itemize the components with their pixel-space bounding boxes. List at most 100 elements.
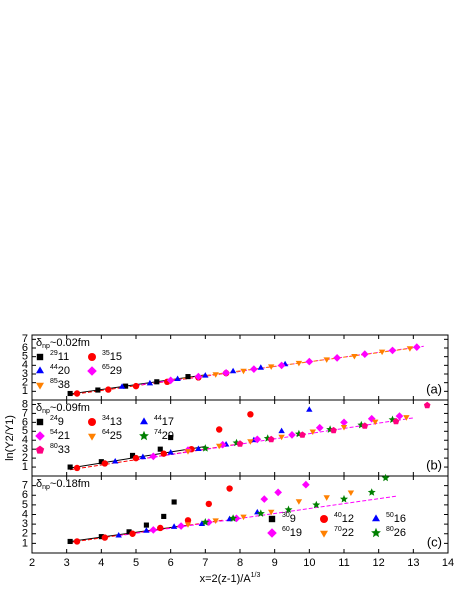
legend-mass: 24 [50, 415, 58, 422]
y-tick-label: 6 [22, 489, 28, 501]
marker [406, 346, 414, 352]
marker [157, 446, 163, 452]
marker [177, 522, 185, 530]
marker [167, 449, 174, 455]
legend-label: 7022 [334, 526, 354, 539]
marker [87, 366, 97, 376]
marker [212, 372, 219, 378]
marker [73, 464, 81, 472]
marker [161, 513, 167, 519]
legend-mass: 60 [282, 526, 290, 533]
marker [299, 431, 306, 438]
marker [129, 530, 136, 537]
legend-label: 6019 [282, 526, 302, 539]
y-tick-label: 2 [22, 452, 28, 464]
marker [184, 517, 192, 524]
marker [361, 350, 369, 358]
annotation-rest: ~0.09fm [50, 402, 90, 414]
marker [36, 353, 44, 361]
marker [35, 445, 45, 454]
marker [67, 464, 73, 470]
marker [101, 460, 109, 467]
y-tick-label: 1 [22, 385, 28, 397]
marker [88, 418, 96, 426]
marker [160, 450, 167, 457]
panel-label: (c) [427, 534, 442, 549]
x-tick-label: 8 [237, 557, 243, 569]
y-tick-label: 4 [22, 359, 28, 371]
marker [88, 433, 96, 441]
legend-label: 3413 [102, 415, 122, 428]
y-tick-label: 8 [22, 398, 28, 410]
y-tick-label: 4 [22, 508, 28, 520]
marker [170, 523, 178, 529]
marker [143, 522, 149, 528]
x-axis-title-sup: 1/3 [251, 572, 261, 579]
annotation-rest: ~0.18fm [50, 478, 90, 490]
marker [278, 434, 285, 441]
legend-label: 2911 [50, 350, 69, 363]
marker [326, 425, 335, 433]
legend-mass: 54 [50, 429, 58, 436]
marker [320, 530, 328, 538]
marker [105, 386, 112, 393]
marker [413, 343, 421, 351]
legend-name: 20 [58, 365, 70, 377]
x-tick-label: 12 [373, 557, 385, 569]
legend-name: 22 [342, 527, 354, 539]
marker [395, 412, 404, 420]
y-tick-label: 7 [22, 333, 28, 345]
x-tick-label: 9 [272, 557, 278, 569]
marker [330, 426, 337, 434]
marker [268, 364, 275, 370]
y-tick-label: 7 [22, 480, 28, 492]
legend-name: 33 [58, 444, 70, 456]
annotation: δnp~0.09fm [36, 402, 90, 415]
marker [115, 532, 122, 538]
y-tick-label: 7 [22, 407, 28, 419]
x-axis-title-main: x=2(z-1)/A [200, 573, 252, 585]
marker [247, 411, 254, 418]
marker [98, 459, 104, 465]
marker [201, 444, 210, 452]
y-tick-label: 2 [22, 528, 28, 540]
y-tick-label: 5 [22, 499, 28, 511]
x-tick-label: 7 [202, 557, 208, 569]
marker [367, 488, 376, 496]
fit-line [170, 347, 414, 381]
marker [267, 435, 275, 443]
marker [284, 505, 293, 514]
legend-name: 16 [394, 513, 406, 525]
legend-label: 8538 [50, 378, 70, 391]
marker [157, 524, 164, 532]
marker [149, 526, 158, 534]
y-tick-label: 3 [22, 368, 28, 380]
marker [73, 538, 81, 545]
marker [67, 538, 73, 545]
marker [202, 372, 209, 378]
annotation-sub: np [42, 343, 50, 350]
marker [123, 383, 129, 389]
legend-name: 11 [58, 351, 69, 363]
marker [171, 499, 177, 505]
legend-mass: 80 [50, 443, 58, 450]
marker [36, 382, 44, 390]
y-tick-label: 5 [22, 425, 28, 437]
legend-mass: 35 [102, 350, 110, 357]
legend-name: 13 [110, 416, 122, 428]
legend-label: 6529 [102, 364, 122, 377]
marker [98, 534, 104, 540]
x-tick-label: 10 [303, 557, 315, 569]
marker [256, 509, 265, 517]
legend-mass: 34 [102, 415, 110, 422]
legend-mass: 50 [386, 512, 394, 519]
legend-label: 249 [50, 415, 64, 428]
legend-mass: 80 [386, 526, 394, 533]
marker [126, 529, 132, 535]
marker [403, 415, 410, 421]
marker [371, 527, 381, 538]
legend-name: 38 [58, 379, 70, 391]
panel-label: (a) [426, 381, 442, 396]
annotation-sub: np [42, 408, 50, 415]
marker [146, 379, 154, 386]
